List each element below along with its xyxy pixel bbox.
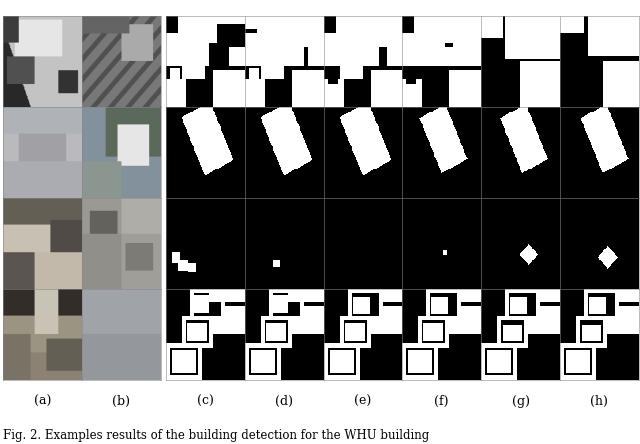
Text: (a): (a) xyxy=(34,395,51,408)
Text: (e): (e) xyxy=(355,395,372,408)
Text: (h): (h) xyxy=(590,395,608,408)
Text: Fig. 2. Examples results of the building detection for the WHU building: Fig. 2. Examples results of the building… xyxy=(3,429,429,442)
Text: (d): (d) xyxy=(275,395,293,408)
Text: (f): (f) xyxy=(435,395,449,408)
Text: (c): (c) xyxy=(197,395,214,408)
Text: (b): (b) xyxy=(113,395,131,408)
Text: (g): (g) xyxy=(511,395,529,408)
